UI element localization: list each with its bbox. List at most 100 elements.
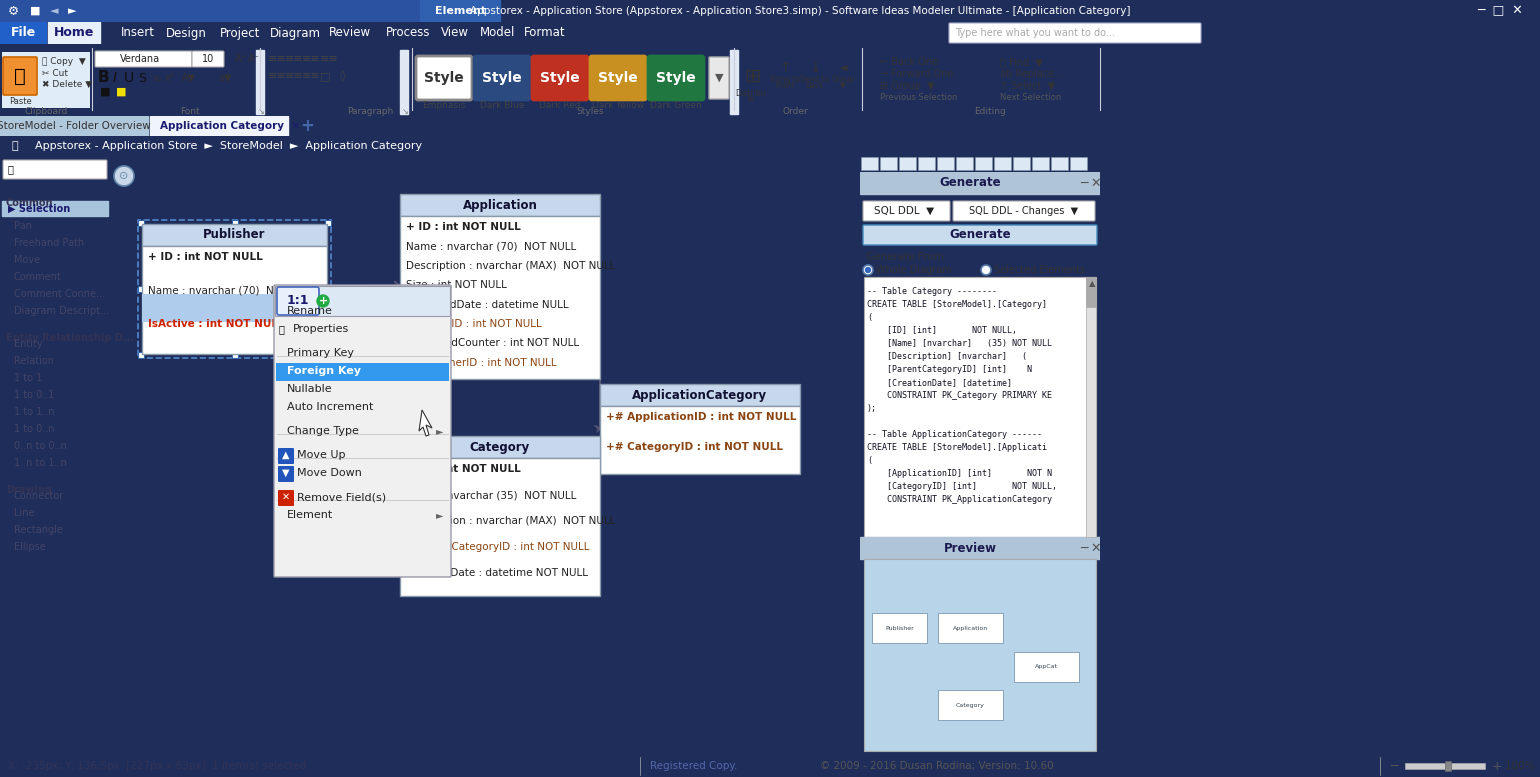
Bar: [1086, 277, 1096, 537]
Text: +# CategoryID : int NOT NULL: +# CategoryID : int NOT NULL: [607, 442, 782, 452]
Text: ⊞: ⊞: [744, 67, 761, 85]
FancyBboxPatch shape: [279, 490, 294, 506]
Text: +# ApplicationID : int NOT NULL: +# ApplicationID : int NOT NULL: [607, 412, 796, 422]
FancyBboxPatch shape: [995, 158, 1012, 170]
Text: Project: Project: [220, 26, 260, 40]
Bar: [400, 216, 601, 379]
Text: -- Table Category --------: -- Table Category --------: [867, 287, 996, 296]
Text: Front: Front: [775, 82, 795, 90]
Text: Emphasis: Emphasis: [422, 102, 465, 110]
Text: Appstorex - Application Store  ►  StoreModel  ►  Application Category: Appstorex - Application Store ► StoreMod…: [35, 141, 422, 151]
Bar: [325, 286, 331, 292]
Text: ▼: ▼: [715, 73, 724, 83]
Text: );: );: [867, 404, 876, 413]
Text: + ID : int NOT NULL: + ID : int NOT NULL: [407, 222, 521, 232]
Text: CreationDate : datetime NOT NULL: CreationDate : datetime NOT NULL: [407, 568, 588, 578]
Text: Common: Common: [6, 198, 54, 208]
Bar: [149, 116, 288, 136]
Text: 📋 Copy  ▼: 📋 Copy ▼: [42, 57, 86, 67]
Bar: [139, 220, 145, 226]
Text: Registered Copy.: Registered Copy.: [650, 761, 738, 771]
Bar: [1445, 761, 1451, 771]
FancyBboxPatch shape: [938, 158, 955, 170]
Text: ►: ►: [68, 6, 77, 16]
Text: [CreationDate] [datetime]: [CreationDate] [datetime]: [867, 378, 1012, 387]
Text: ─: ─: [1080, 176, 1087, 190]
Text: Style: Style: [482, 71, 522, 85]
Text: A⁺: A⁺: [236, 54, 246, 64]
Text: ■: ■: [29, 6, 40, 16]
Text: ≡≡: ≡≡: [302, 71, 320, 81]
Text: 1..n to 1..n: 1..n to 1..n: [14, 458, 66, 468]
Bar: [864, 559, 1096, 751]
Text: □: □: [320, 71, 331, 81]
Circle shape: [981, 265, 992, 275]
Bar: [325, 220, 331, 226]
Text: 📋: 📋: [14, 67, 26, 85]
Text: I: I: [112, 71, 117, 85]
Text: (: (: [867, 456, 872, 465]
FancyBboxPatch shape: [277, 287, 319, 315]
Text: +: +: [300, 117, 314, 135]
Text: Font: Font: [180, 107, 200, 117]
Circle shape: [865, 267, 870, 273]
Text: Design: Design: [166, 26, 206, 40]
Bar: [2, 201, 108, 216]
Bar: [139, 352, 145, 358]
Text: Element: Element: [434, 6, 485, 16]
FancyBboxPatch shape: [416, 56, 471, 100]
Text: (: (: [867, 313, 872, 322]
FancyBboxPatch shape: [1070, 158, 1087, 170]
Text: ─: ─: [1080, 542, 1087, 555]
Text: ►: ►: [436, 426, 444, 436]
Text: + ID : int NOT NULL: + ID : int NOT NULL: [407, 464, 521, 474]
Text: Whole Diagram: Whole Diagram: [876, 265, 952, 275]
Text: Paragraph: Paragraph: [346, 107, 393, 117]
Text: ▼: ▼: [282, 468, 290, 478]
FancyBboxPatch shape: [899, 158, 916, 170]
Bar: [730, 50, 738, 114]
Text: 🔍: 🔍: [12, 141, 18, 151]
FancyBboxPatch shape: [95, 51, 192, 67]
Text: Diagram Descript...: Diagram Descript...: [14, 306, 109, 316]
Text: CONSTRAINT PK_ApplicationCategory: CONSTRAINT PK_ApplicationCategory: [867, 495, 1052, 504]
Text: CREATE TABLE [StoreModel].[Applicati: CREATE TABLE [StoreModel].[Applicati: [867, 443, 1047, 452]
Text: SQL DDL - Changes  ▼: SQL DDL - Changes ▼: [970, 206, 1078, 216]
Text: ⚙: ⚙: [8, 5, 18, 18]
Text: Line: Line: [14, 508, 34, 518]
Text: ▲: ▲: [1089, 279, 1095, 288]
Text: Nullable: Nullable: [286, 384, 333, 394]
Text: Generate: Generate: [949, 228, 1010, 242]
Text: Process: Process: [385, 26, 430, 40]
Text: ─: ─: [1391, 759, 1397, 772]
Text: 100%  ▼: 100% ▼: [1505, 761, 1540, 771]
Text: Style: Style: [656, 71, 696, 85]
Bar: [142, 246, 326, 354]
Text: Order: Order: [782, 107, 809, 117]
Text: ⊙: ⊙: [119, 171, 129, 181]
Text: ■: ■: [100, 87, 111, 97]
Text: ← Back One: ← Back One: [879, 57, 938, 67]
Text: X: -235px; Y: 136,5px  [227px x 83px]  1 item(s) selected: X: -235px; Y: 136,5px [227px x 83px] 1 i…: [8, 761, 306, 771]
Bar: [400, 194, 601, 216]
Text: Model: Model: [480, 26, 516, 40]
FancyBboxPatch shape: [708, 57, 728, 99]
Text: Foreign Key: Foreign Key: [286, 366, 360, 376]
Text: Name : nvarchar (35)  NOT NULL: Name : nvarchar (35) NOT NULL: [407, 490, 576, 500]
Text: ✕: ✕: [1090, 542, 1101, 555]
Bar: [400, 436, 601, 458]
Text: B: B: [99, 71, 109, 85]
Text: ▲: ▲: [282, 450, 290, 460]
Bar: [864, 277, 1096, 537]
Text: 1:1: 1:1: [286, 294, 310, 308]
Bar: [601, 406, 799, 474]
Text: Appstorex - Application Store (Appstorex - Application Store3.simp) - Software I: Appstorex - Application Store (Appstorex…: [470, 6, 1130, 16]
FancyBboxPatch shape: [531, 56, 588, 100]
Text: Style: Style: [424, 71, 464, 85]
FancyBboxPatch shape: [3, 57, 37, 95]
Text: Description : nvarchar (MAX)  NOT NULL: Description : nvarchar (MAX) NOT NULL: [407, 261, 616, 270]
Text: 🔍: 🔍: [8, 164, 14, 174]
Text: Size : int NOT NULL: Size : int NOT NULL: [407, 280, 507, 290]
Text: U: U: [125, 71, 134, 85]
Text: DownloadCounter : int NOT NULL: DownloadCounter : int NOT NULL: [407, 338, 579, 348]
